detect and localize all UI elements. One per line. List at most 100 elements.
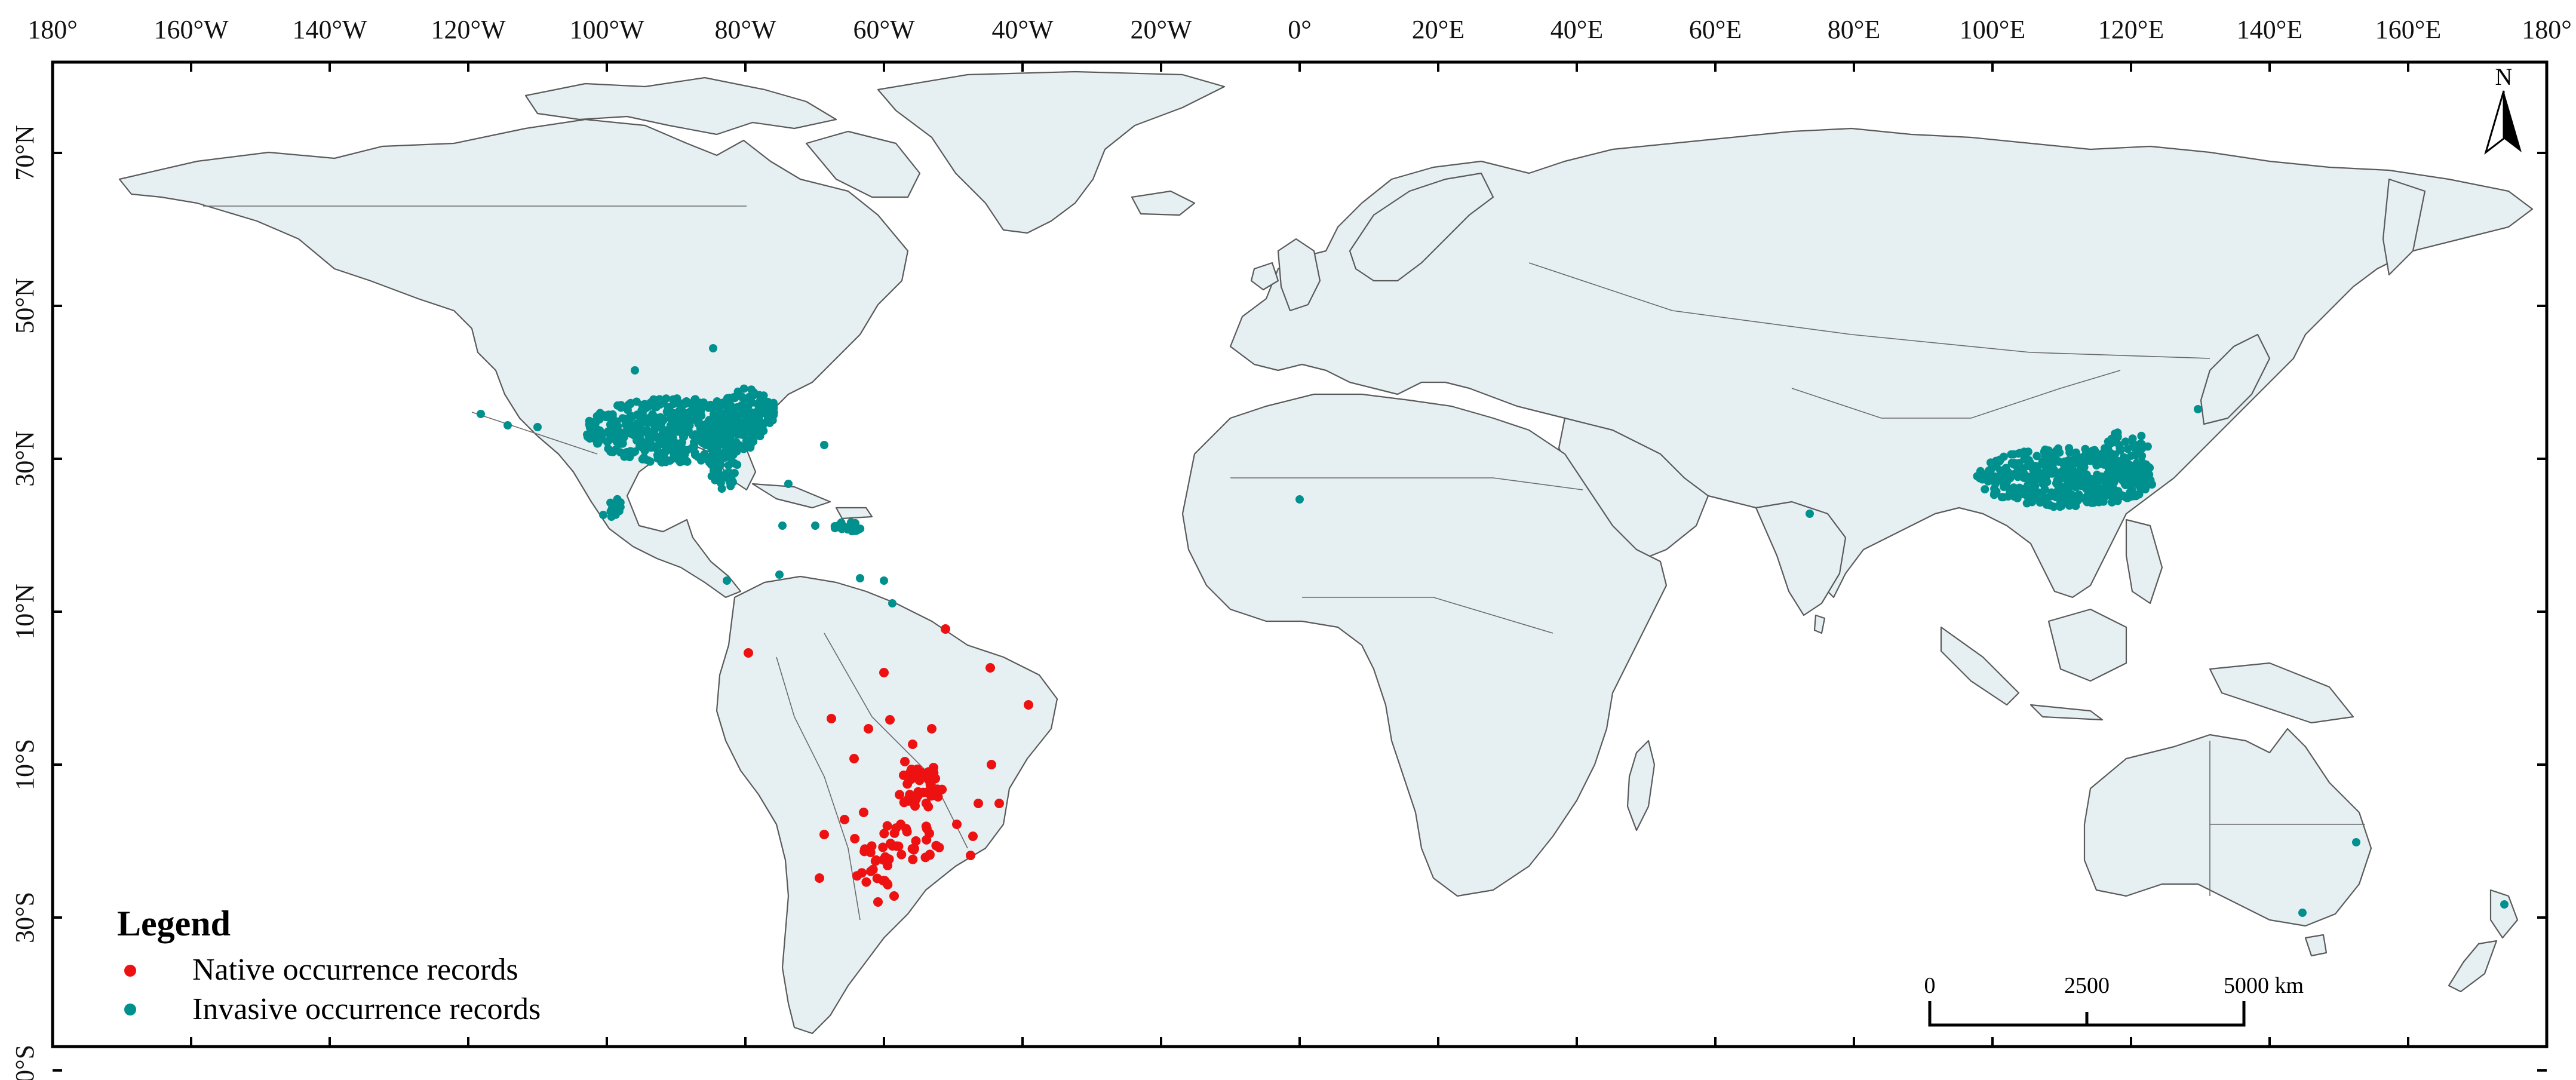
invasive-point [704,403,713,412]
invasive-point [2137,431,2146,440]
lon-tick-label: 40°W [991,15,1054,44]
native-point [925,777,935,786]
africa-central-border [1302,597,1553,634]
native-point [909,845,919,855]
invasive-point [606,507,615,516]
invasive-point [616,498,625,507]
invasive-point [641,427,650,435]
legend: Legend Native occurrence records Invasiv… [117,904,541,1026]
invasive-point [646,457,655,466]
native-point [908,740,917,749]
scale-bar-line [1928,1001,2246,1027]
invasive-point [715,471,724,480]
native-point [883,854,893,864]
invasive-point [1986,458,1995,467]
invasive-point [2052,479,2061,488]
invasive-point [754,398,763,407]
invasive-point [2124,467,2133,476]
native-point [902,827,912,837]
invasive-point [533,423,542,431]
invasive-point [638,400,647,409]
invasive-point [830,524,839,532]
lon-tick-label: 80°E [1828,15,1880,44]
madagascar [1626,740,1656,832]
philippines [2125,518,2163,605]
invasive-point [714,438,723,447]
invasive-point [2040,475,2048,484]
frame-ticks [51,62,2548,1072]
invasive-point [2074,495,2082,504]
invasive-point [2194,405,2202,413]
north-arrow-label: N [2495,63,2513,90]
invasive-point [2032,473,2041,481]
invasive-point [735,426,744,435]
invasive-point [2111,433,2119,442]
kamchatka [2382,178,2426,276]
lon-tick-label: 60°W [853,15,915,44]
invasive-point [880,576,888,585]
invasive-point [2108,480,2117,489]
invasive-point [618,414,627,423]
invasive-point [586,429,595,437]
native-point [932,784,942,794]
invasive-point [2055,448,2064,457]
invasive-point [1999,493,2008,502]
invasive-point [2127,452,2135,461]
native-point [879,668,889,677]
north-arrow-icon [2504,91,2522,152]
native-point [895,790,905,800]
borneo [2047,608,2127,682]
invasive-point [2089,498,2098,507]
invasive-point [650,421,659,430]
invasive-point [2110,450,2119,459]
invasive-point [687,443,696,452]
invasive-point [2104,447,2113,456]
invasive-point [2044,463,2053,472]
invasive-point [727,420,736,429]
invasive-point [709,344,717,352]
lat-tick-label: 50°N [10,278,39,333]
native-point [744,648,753,658]
south-america [716,575,1058,1035]
native-point [886,839,895,848]
invasive-point [2004,472,2012,480]
native-point [896,849,907,860]
invasive-point [757,418,766,427]
tasmania [2304,934,2328,957]
scandinavia [1349,172,1494,282]
invasive-point [2081,444,2090,453]
native-point [994,799,1004,808]
invasive-point [2110,493,2118,502]
invasive-point [718,416,727,425]
invasive-point [653,450,662,459]
invasive-point [477,410,485,418]
new-guinea [2209,662,2354,724]
china-border [1791,370,2121,419]
invasive-point [708,432,717,441]
invasive-point [680,421,689,430]
scale-label-2500: 2500 [2064,973,2110,998]
native-point [910,801,920,811]
lon-tick-label: 0° [1288,15,1312,44]
invasive-point [2058,467,2067,475]
invasive-point [721,470,730,478]
invasive-point [1295,495,1304,504]
invasive-point [2014,449,2023,458]
invasive-point [2143,442,2152,451]
native-point [867,841,877,851]
invasive-point [2128,434,2137,443]
lon-tick-label: 120°W [431,15,506,44]
australia-border [2209,741,2365,896]
invasive-point [1989,490,1998,499]
invasive-point [749,437,758,446]
invasive-point [696,456,705,465]
invasive-point [738,392,747,401]
invasive-point [2010,488,2018,497]
north-arrow: N [2484,63,2522,155]
native-point [1024,700,1033,710]
invasive-point [2032,452,2041,461]
invasive-point [2120,456,2129,465]
native-point [894,841,904,851]
invasive-point [2050,489,2058,498]
invasive-point [694,418,703,427]
